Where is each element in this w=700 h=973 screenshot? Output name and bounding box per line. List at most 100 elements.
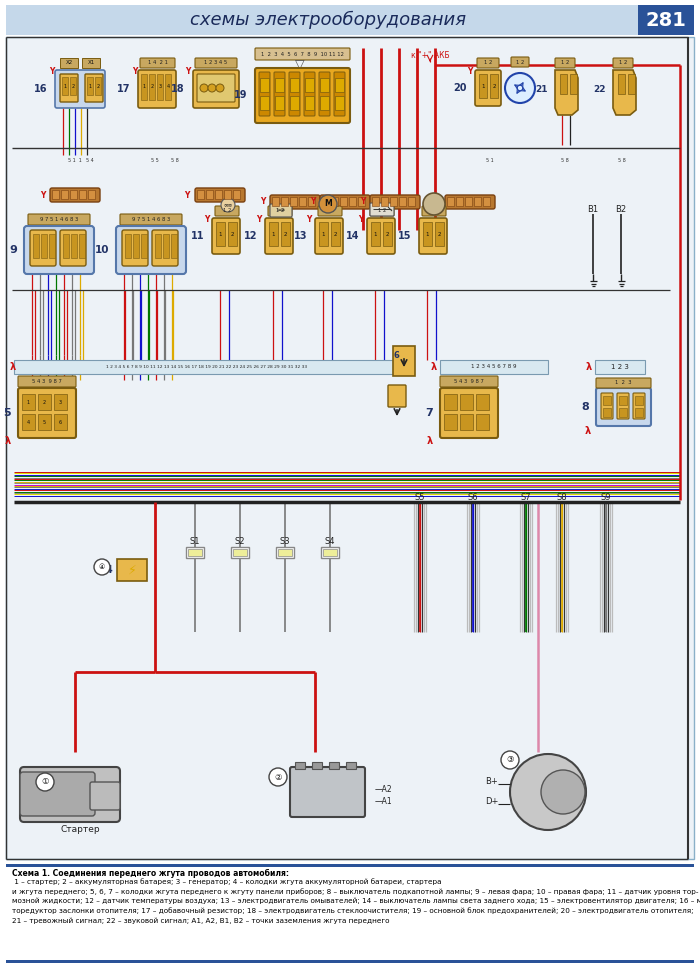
Text: S9: S9 [601,492,611,501]
Text: ④: ④ [99,564,105,570]
FancyBboxPatch shape [122,230,148,266]
Text: 5 1: 5 1 [486,158,494,162]
Bar [60,58,78,68]
Text: 1: 1 [88,84,92,89]
Text: ⚡: ⚡ [127,563,136,576]
Bar [440,360,548,374]
Polygon shape [555,70,578,115]
Bar [483,197,490,206]
Text: 2: 2 [386,232,389,236]
FancyBboxPatch shape [370,195,420,209]
Bar [52,190,59,199]
FancyBboxPatch shape [138,70,176,108]
FancyBboxPatch shape [270,195,320,209]
Text: 1 4  2 1: 1 4 2 1 [148,60,167,65]
Text: S5: S5 [414,492,426,501]
Bar [320,96,329,110]
Text: 2: 2 [71,84,75,89]
Text: 9 7 5 1 4 6 8 3: 9 7 5 1 4 6 8 3 [132,217,170,222]
Bar [141,74,147,100]
FancyBboxPatch shape [55,70,105,108]
Text: 1  2  3: 1 2 3 [615,380,631,385]
Bar [276,547,294,558]
Bar [71,234,77,258]
Bar [54,394,67,410]
Text: λ: λ [427,436,433,446]
Bar [49,234,55,258]
Bar [224,190,231,199]
Text: 14: 14 [346,231,359,241]
Text: 2: 2 [334,232,337,236]
Bar [82,58,100,68]
Circle shape [221,198,235,212]
FancyBboxPatch shape [445,195,495,209]
Bar [63,234,69,258]
Bar [476,394,489,410]
Text: B1: B1 [587,205,598,214]
Bar [233,549,247,556]
Text: 6: 6 [394,351,400,361]
Text: S2: S2 [234,537,245,547]
Bar [618,74,625,94]
Text: Y: Y [360,198,365,206]
Bar [260,96,269,110]
FancyBboxPatch shape [215,206,239,216]
Text: X1: X1 [88,60,94,65]
FancyBboxPatch shape [24,226,94,274]
FancyBboxPatch shape [440,388,498,438]
Bar [331,197,338,206]
Bar [308,197,315,206]
Bar [305,96,314,110]
Text: 1: 1 [374,232,377,236]
Text: S6: S6 [468,492,478,501]
Bar [186,547,204,558]
Text: 6: 6 [58,419,62,424]
FancyBboxPatch shape [197,74,235,102]
Bar [228,222,237,246]
Text: ∞∞: ∞∞ [223,202,232,207]
Text: 1 2: 1 2 [430,208,438,213]
Text: B2: B2 [615,205,626,214]
Bar [281,197,288,206]
Text: Y: Y [260,198,265,206]
Bar [603,408,611,417]
Text: 1 2: 1 2 [378,208,386,213]
Text: 1 2: 1 2 [561,60,569,65]
Text: 2: 2 [43,400,46,405]
FancyBboxPatch shape [388,385,406,407]
FancyBboxPatch shape [596,388,651,426]
Bar [435,222,444,246]
Bar [408,197,415,206]
Bar [460,414,473,430]
FancyBboxPatch shape [193,70,239,108]
Bar [141,234,147,258]
Bar [215,190,222,199]
Bar [399,197,406,206]
Text: 4: 4 [27,419,29,424]
Text: 281: 281 [645,11,687,29]
Text: 2: 2 [284,232,287,236]
Bar [290,96,299,110]
Circle shape [541,770,585,814]
FancyBboxPatch shape [601,393,613,419]
FancyBboxPatch shape [422,206,446,216]
Text: ③: ③ [506,755,514,765]
Text: S4: S4 [325,537,335,547]
Bar [638,5,694,35]
Bar [319,222,328,246]
Bar [299,197,306,206]
Text: 21 – тревожный сигнал; 22 – звуковой сигнал; A1, A2, B1, B2 – точки заземления ж: 21 – тревожный сигнал; 22 – звуковой сиг… [12,918,389,923]
Bar [41,234,47,258]
Bar [490,74,498,98]
Bar [372,197,379,206]
Text: 9 7 5 1 4 6 8 3: 9 7 5 1 4 6 8 3 [40,217,78,222]
Bar [603,396,611,405]
Bar [320,78,329,92]
Bar [6,37,694,859]
FancyBboxPatch shape [20,767,120,822]
Bar [6,960,694,962]
Text: S8: S8 [556,492,567,501]
Bar [275,96,284,110]
Text: Стартер: Стартер [60,825,100,835]
Bar [88,190,95,199]
